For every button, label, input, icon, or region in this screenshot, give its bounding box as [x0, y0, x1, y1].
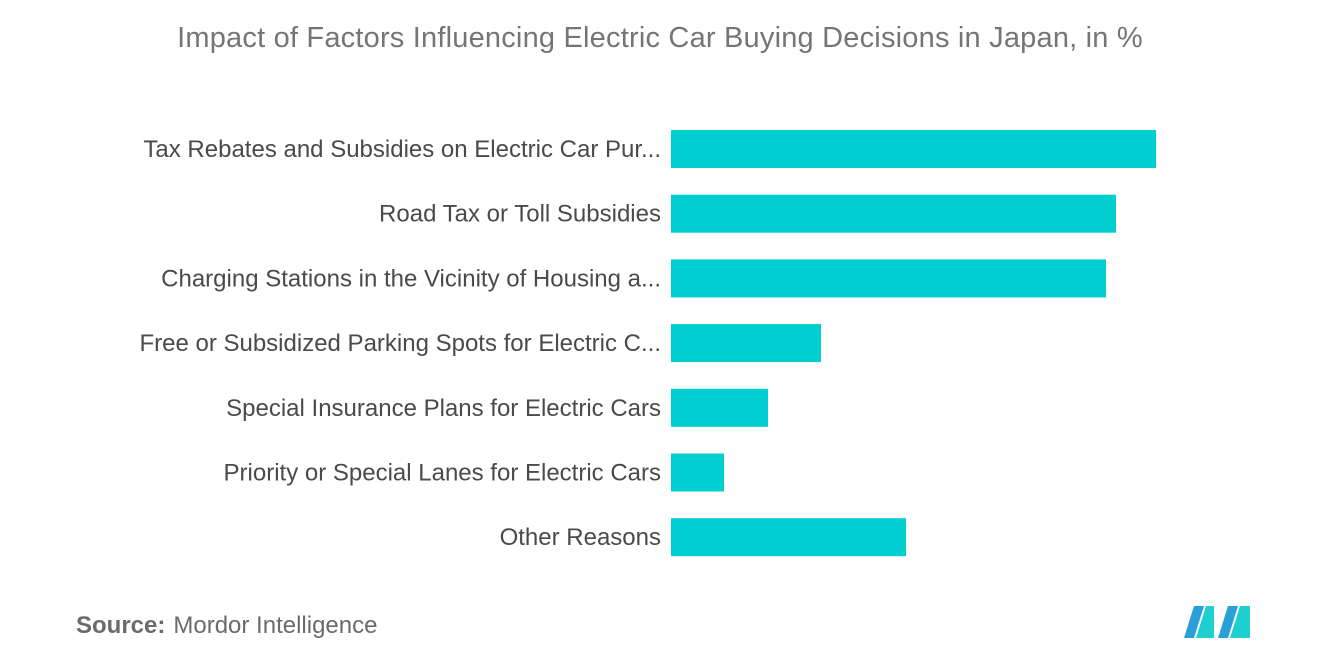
bar-chart: Tax Rebates and Subsidies on Electric Ca… — [139, 130, 1156, 557]
category-label-4: Free or Subsidized Parking Spots for Ele… — [139, 330, 661, 357]
bar-7 — [671, 518, 906, 557]
category-label-2: Road Tax or Toll Subsidies — [379, 201, 661, 228]
bar-6 — [671, 453, 724, 492]
bar-3 — [671, 259, 1106, 298]
category-label-7: Other Reasons — [500, 524, 661, 551]
bar-4 — [671, 324, 821, 363]
source-value: Mordor Intelligence — [173, 612, 378, 639]
bar-1 — [671, 130, 1156, 168]
category-label-6: Priority or Special Lanes for Electric C… — [224, 460, 661, 487]
category-label-3: Charging Stations in the Vicinity of Hou… — [161, 265, 661, 292]
category-label-5: Special Insurance Plans for Electric Car… — [226, 395, 661, 422]
source-note: Source: Mordor Intelligence — [76, 612, 377, 640]
bar-5 — [671, 388, 768, 427]
source-label: Source: — [76, 612, 166, 639]
chart-title: Impact of Factors Influencing Electric C… — [177, 22, 1143, 54]
bar-2 — [671, 194, 1116, 233]
mordor-intelligence-logo — [1184, 606, 1250, 638]
category-label-1: Tax Rebates and Subsidies on Electric Ca… — [143, 136, 661, 163]
